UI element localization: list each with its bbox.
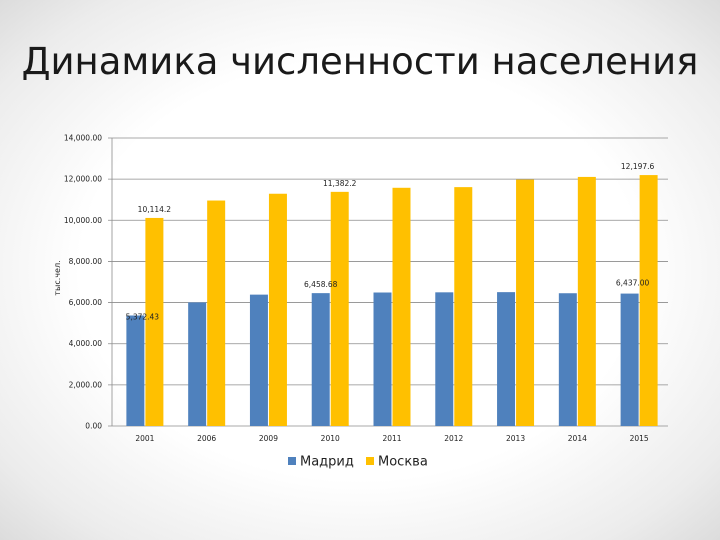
- madrid-bar-2011: [373, 292, 392, 426]
- legend-label: Москва: [378, 455, 428, 470]
- moscow-bar-2014: [577, 176, 596, 426]
- data-labels: 5,372.43 10,114.2 6,458.68 11,382.2 6,437.00…: [126, 162, 655, 321]
- madrid-bar-2012: [435, 292, 454, 426]
- madrid-bar-2006: [188, 302, 207, 426]
- x-tick-label: 2015: [630, 434, 649, 443]
- madrid-legend-swatch: [288, 457, 296, 465]
- x-tick-label: 2009: [259, 434, 278, 443]
- moscow-bar-2012: [454, 187, 473, 426]
- data-label: 10,114.2: [138, 205, 172, 214]
- legend: Мадрид Москва: [288, 455, 428, 470]
- data-label: 11,382.2: [323, 179, 357, 188]
- moscow-bar-2015: [639, 175, 658, 426]
- moscow-bar-2009: [268, 193, 287, 426]
- data-label: 6,458.68: [304, 280, 338, 289]
- x-tick-label: 2001: [135, 434, 154, 443]
- y-tick-label: 14,000.00: [64, 134, 102, 143]
- x-tick-label: 2011: [382, 434, 401, 443]
- moscow-legend-swatch: [366, 457, 374, 465]
- y-tick-label: 10,000.00: [64, 216, 102, 225]
- y-tick-label: 4,000.00: [69, 339, 103, 348]
- y-tick-label: 12,000.00: [64, 175, 102, 184]
- data-label: 6,437.00: [616, 279, 650, 288]
- madrid-bar-2014: [558, 293, 577, 426]
- data-label: 5,372.43: [126, 312, 160, 321]
- madrid-bar-2001: [126, 315, 145, 426]
- moscow-bar-2010: [330, 191, 349, 426]
- x-tick-labels: 2001 2006 2009 2010 2011 2012 2013 2014 2015: [135, 434, 649, 443]
- x-tick-label: 2012: [444, 434, 463, 443]
- y-tick-label: 0.00: [85, 422, 102, 431]
- x-tick-label: 2014: [568, 434, 587, 443]
- slide-title: Динамика численности населения: [21, 40, 699, 83]
- y-axis-label: тыс.чел.: [53, 260, 62, 295]
- x-tick-label: 2010: [321, 434, 340, 443]
- y-tick-label: 6,000.00: [69, 298, 103, 307]
- moscow-bar-2001: [145, 217, 164, 426]
- moscow-bar-2013: [516, 179, 535, 426]
- y-tick-label: 8,000.00: [69, 257, 103, 266]
- madrid-bar-2009: [249, 294, 268, 426]
- y-tick-label: 2,000.00: [69, 380, 103, 389]
- madrid-bar-2013: [497, 292, 516, 426]
- moscow-bar-2011: [392, 187, 411, 426]
- madrid-bar-2010: [311, 293, 330, 426]
- y-tick-labels: 0.00 2,000.00 4,000.00 6,000.00 8,000.00 10,0…: [64, 134, 102, 431]
- data-label: 12,197.6: [621, 162, 655, 171]
- madrid-bar-2015: [620, 293, 639, 426]
- x-tick-label: 2013: [506, 434, 525, 443]
- moscow-bar-2006: [207, 200, 226, 426]
- bars: [126, 175, 658, 426]
- legend-label: Мадрид: [300, 455, 354, 470]
- x-tick-label: 2006: [197, 434, 216, 443]
